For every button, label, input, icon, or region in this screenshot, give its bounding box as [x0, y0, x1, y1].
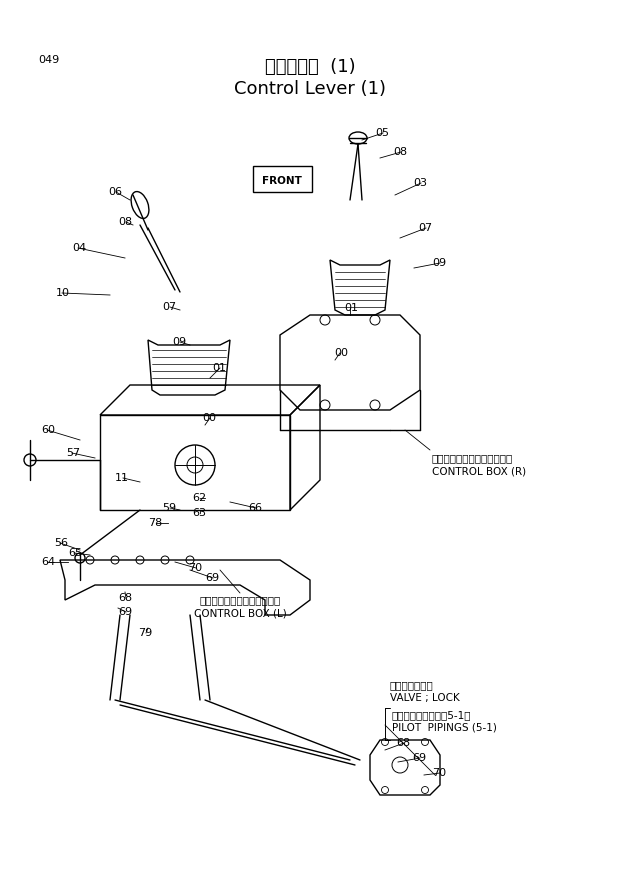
Text: 78: 78: [148, 518, 162, 528]
Text: 00: 00: [202, 413, 216, 423]
Text: 69: 69: [412, 753, 426, 763]
Text: 68: 68: [396, 738, 410, 748]
Text: 69: 69: [205, 573, 219, 583]
Text: CONTROL BOX (L): CONTROL BOX (L): [193, 608, 286, 618]
Text: PILOT  PIPINGS (5-1): PILOT PIPINGS (5-1): [392, 723, 497, 733]
Text: 08: 08: [393, 147, 407, 157]
Text: 63: 63: [192, 508, 206, 518]
Text: 59: 59: [162, 503, 176, 513]
Text: 06: 06: [108, 187, 122, 197]
Text: 操作レバー  (1): 操作レバー (1): [265, 58, 355, 76]
Text: 01: 01: [212, 363, 226, 373]
Text: 049: 049: [38, 55, 60, 65]
Text: 64: 64: [41, 557, 55, 567]
Text: Control Lever (1): Control Lever (1): [234, 80, 386, 98]
Text: 62: 62: [192, 493, 206, 503]
Text: 57: 57: [66, 448, 80, 458]
Text: 11: 11: [115, 473, 129, 483]
Text: 00: 00: [334, 348, 348, 358]
Text: 07: 07: [418, 223, 432, 233]
Text: 09: 09: [172, 337, 186, 347]
Text: 66: 66: [248, 503, 262, 513]
Text: （パイロット配管（5-1）: （パイロット配管（5-1）: [392, 710, 471, 720]
Text: 68: 68: [118, 593, 132, 603]
Text: 01: 01: [344, 303, 358, 313]
Text: バルブ；ロック: バルブ；ロック: [390, 680, 434, 690]
Text: 10: 10: [56, 288, 70, 298]
Text: 70: 70: [432, 768, 446, 778]
Text: 04: 04: [72, 243, 86, 253]
Text: 07: 07: [162, 302, 176, 312]
Text: コントロールボックス（左）: コントロールボックス（左）: [200, 595, 281, 605]
Text: 79: 79: [138, 628, 153, 638]
Text: 70: 70: [188, 563, 202, 573]
Text: コントロールボックス（右）: コントロールボックス（右）: [432, 453, 513, 463]
Text: 56: 56: [54, 538, 68, 548]
Text: 65: 65: [68, 548, 82, 558]
Circle shape: [24, 454, 36, 466]
Text: 03: 03: [413, 178, 427, 188]
Text: VALVE ; LOCK: VALVE ; LOCK: [390, 693, 460, 703]
Text: CONTROL BOX (R): CONTROL BOX (R): [432, 466, 526, 476]
Text: 60: 60: [41, 425, 55, 435]
Text: 69: 69: [118, 607, 132, 617]
Text: FRONT: FRONT: [262, 176, 302, 186]
Text: 09: 09: [432, 258, 446, 268]
Text: 08: 08: [118, 217, 132, 227]
Text: 05: 05: [375, 128, 389, 138]
